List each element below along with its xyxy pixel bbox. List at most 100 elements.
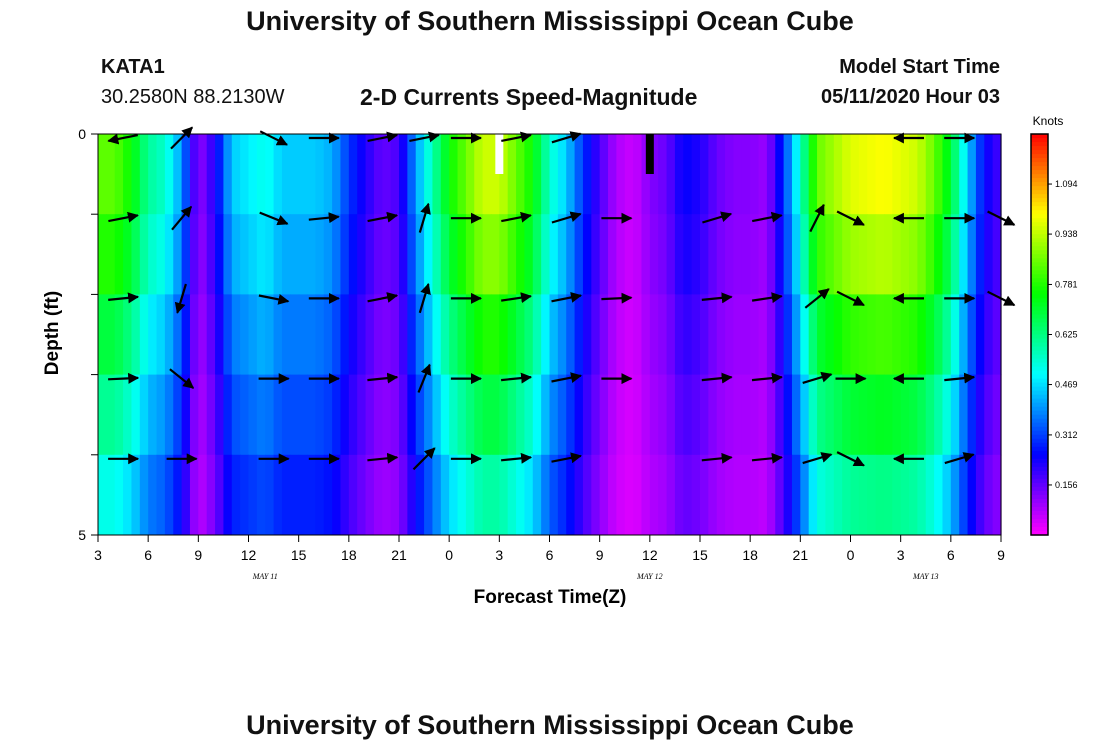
heatmap-cell <box>858 294 868 376</box>
heatmap-cell <box>98 294 107 376</box>
heatmap-cell <box>424 134 434 215</box>
colorbar-segment <box>1031 506 1048 512</box>
heatmap-cell <box>925 454 935 536</box>
x-tick-label: 12 <box>642 547 658 563</box>
colorbar-segment <box>1031 234 1048 239</box>
current-vector <box>702 211 733 224</box>
heatmap-cell <box>842 454 852 536</box>
heatmap-cell <box>875 374 885 456</box>
colorbar-segment <box>1031 398 1048 404</box>
heatmap-cell <box>825 454 835 536</box>
surface-marker <box>495 134 504 174</box>
heatmap-cell <box>114 374 124 456</box>
heatmap-cell <box>942 454 952 536</box>
heatmap-cell <box>984 374 994 456</box>
current-vector <box>259 211 289 226</box>
colorbar-segment <box>1031 514 1048 520</box>
x-tick-label: 0 <box>847 547 855 563</box>
current-vector <box>944 452 975 465</box>
heatmap-cell <box>248 454 258 536</box>
colorbar-segment <box>1031 458 1048 464</box>
heatmap-cell <box>532 454 542 536</box>
heatmap-cell <box>733 214 743 295</box>
heatmap-cell <box>666 374 676 456</box>
colorbar-segment <box>1031 278 1048 283</box>
heatmap-cell <box>173 214 183 295</box>
heatmap-cell <box>758 454 768 536</box>
heatmap-cell <box>591 134 601 215</box>
colorbar-segment <box>1031 230 1048 235</box>
heatmap-cell <box>649 214 659 295</box>
colorbar-segment <box>1031 254 1048 259</box>
heatmap-cell <box>298 294 308 376</box>
heatmap-cell <box>516 294 526 376</box>
heatmap-cell <box>825 294 835 376</box>
x-tick-label: 9 <box>596 547 604 563</box>
colorbar: 1.094 0.938 0.781 0.625 0.469 0.312 0.156 <box>1030 133 1078 536</box>
heatmap-cell <box>858 134 868 215</box>
heatmap-cell <box>424 214 434 295</box>
heatmap-cell <box>984 454 994 536</box>
heatmap-cell <box>298 134 308 215</box>
heatmap-cell <box>892 454 902 536</box>
heatmap-cell <box>156 294 166 376</box>
heatmap-cell <box>265 374 275 456</box>
heatmap-cell <box>791 134 801 215</box>
heatmap-cell <box>206 454 216 536</box>
heatmap-cell <box>959 134 969 215</box>
heatmap-cell <box>131 214 141 295</box>
heatmap-cell <box>290 134 300 215</box>
heatmap-cell <box>490 374 500 456</box>
colorbar-segment <box>1031 166 1048 171</box>
heatmap-cell <box>574 134 584 215</box>
heatmap-cell <box>164 294 174 376</box>
heatmap-cell <box>616 214 626 295</box>
heatmap-cell <box>842 374 852 456</box>
heatmap-cell <box>248 374 258 456</box>
heatmap-cell <box>206 134 216 215</box>
heatmap-cell <box>574 214 584 295</box>
heatmap-cell <box>808 134 818 215</box>
heatmap-cell <box>942 214 952 295</box>
heatmap-cell <box>524 134 534 215</box>
heatmap-cell <box>273 214 283 295</box>
heatmap-cell <box>817 374 827 456</box>
heatmap-cell <box>240 454 250 536</box>
y-tick-label: 5 <box>78 527 86 543</box>
heatmap-cell <box>281 374 291 456</box>
colorbar-segment <box>1031 238 1048 243</box>
heatmap-cell <box>524 294 534 376</box>
heatmap-cell <box>833 454 843 536</box>
heatmap-cell <box>674 374 684 456</box>
heatmap-cell <box>281 214 291 295</box>
heatmap-cell <box>164 214 174 295</box>
heatmap-cell <box>164 374 174 456</box>
colorbar-segment <box>1031 426 1048 432</box>
heatmap-cell <box>541 374 551 456</box>
heatmap-cell <box>373 454 383 536</box>
colorbar-segment <box>1031 430 1048 436</box>
heatmap-cell <box>817 454 827 536</box>
colorbar-segment <box>1031 194 1048 199</box>
heatmap-cell <box>357 134 367 215</box>
current-vector <box>500 372 533 384</box>
heatmap-cell <box>791 454 801 536</box>
heatmap-cell <box>666 214 676 295</box>
heatmap-cell <box>791 214 801 295</box>
heatmap-cell <box>783 374 793 456</box>
heatmap-cell <box>875 454 885 536</box>
heatmap-cell <box>457 454 467 536</box>
heatmap-cell <box>808 214 818 295</box>
colorbar-segment <box>1031 374 1048 380</box>
heatmap-cell <box>850 454 860 536</box>
colorbar-segment <box>1031 186 1048 191</box>
x-tick-label: 15 <box>291 547 307 563</box>
heatmap-cell <box>173 294 183 376</box>
heatmap-cell <box>507 294 517 376</box>
heatmap-cell <box>925 134 935 215</box>
current-vector <box>751 372 783 384</box>
heatmap-cell <box>758 214 768 295</box>
heatmap-cell <box>800 294 810 376</box>
heatmap-cell <box>156 134 166 215</box>
heatmap-cell <box>934 454 944 536</box>
